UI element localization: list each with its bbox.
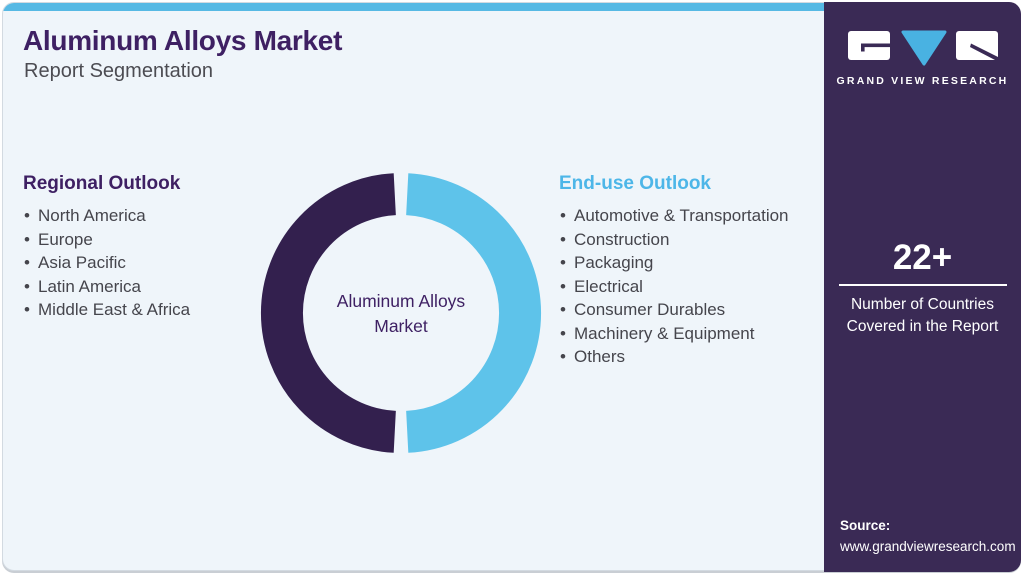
source-label: Source: (840, 517, 891, 533)
list-item: Others (559, 345, 829, 369)
regional-outlook-section: Regional Outlook North America Europe As… (23, 173, 263, 322)
list-item: Consumer Durables (559, 298, 829, 322)
list-item: Europe (23, 228, 263, 252)
stat-value: 22+ (892, 238, 953, 277)
source-block: Source: www.grandviewresearch.com (840, 515, 1016, 558)
donut-segment-enduse (405, 173, 542, 453)
list-item: Latin America (23, 275, 263, 299)
list-item: Machinery & Equipment (559, 322, 829, 346)
end-use-outlook-list: Automotive & Transportation Construction… (559, 204, 829, 369)
top-accent-bar (3, 3, 1020, 11)
gvr-logo-text: GRAND VIEW RESEARCH (836, 75, 1009, 87)
sidebar: GRAND VIEW RESEARCH 22+ Number of Countr… (824, 2, 1021, 572)
gvr-logo-icon (847, 30, 998, 66)
list-item: Asia Pacific (23, 251, 263, 275)
end-use-outlook-section: End-use Outlook Automotive & Transportat… (559, 173, 829, 369)
regional-outlook-list: North America Europe Asia Pacific Latin … (23, 204, 263, 322)
list-item: Automotive & Transportation (559, 204, 829, 228)
page-subtitle: Report Segmentation (24, 60, 214, 82)
countries-stat: 22+ Number of Countries Covered in the R… (824, 238, 1021, 337)
donut-segment-regional (260, 173, 397, 453)
regional-outlook-heading: Regional Outlook (23, 173, 181, 194)
stat-divider (838, 284, 1007, 286)
list-item: Middle East & Africa (23, 298, 263, 322)
list-item: Packaging (559, 251, 829, 275)
list-item: North America (23, 204, 263, 228)
end-use-outlook-heading: End-use Outlook (559, 173, 711, 194)
list-item: Electrical (559, 275, 829, 299)
gvr-logo: GRAND VIEW RESEARCH (824, 26, 1021, 87)
page-title: Aluminum Alloys Market (23, 25, 343, 56)
list-item: Construction (559, 228, 829, 252)
source-url: www.grandviewresearch.com (840, 539, 1016, 555)
stat-label: Number of Countries Covered in the Repor… (846, 296, 999, 335)
donut-chart (260, 173, 542, 453)
donut-center-label: Aluminum Alloys Market (336, 291, 466, 336)
